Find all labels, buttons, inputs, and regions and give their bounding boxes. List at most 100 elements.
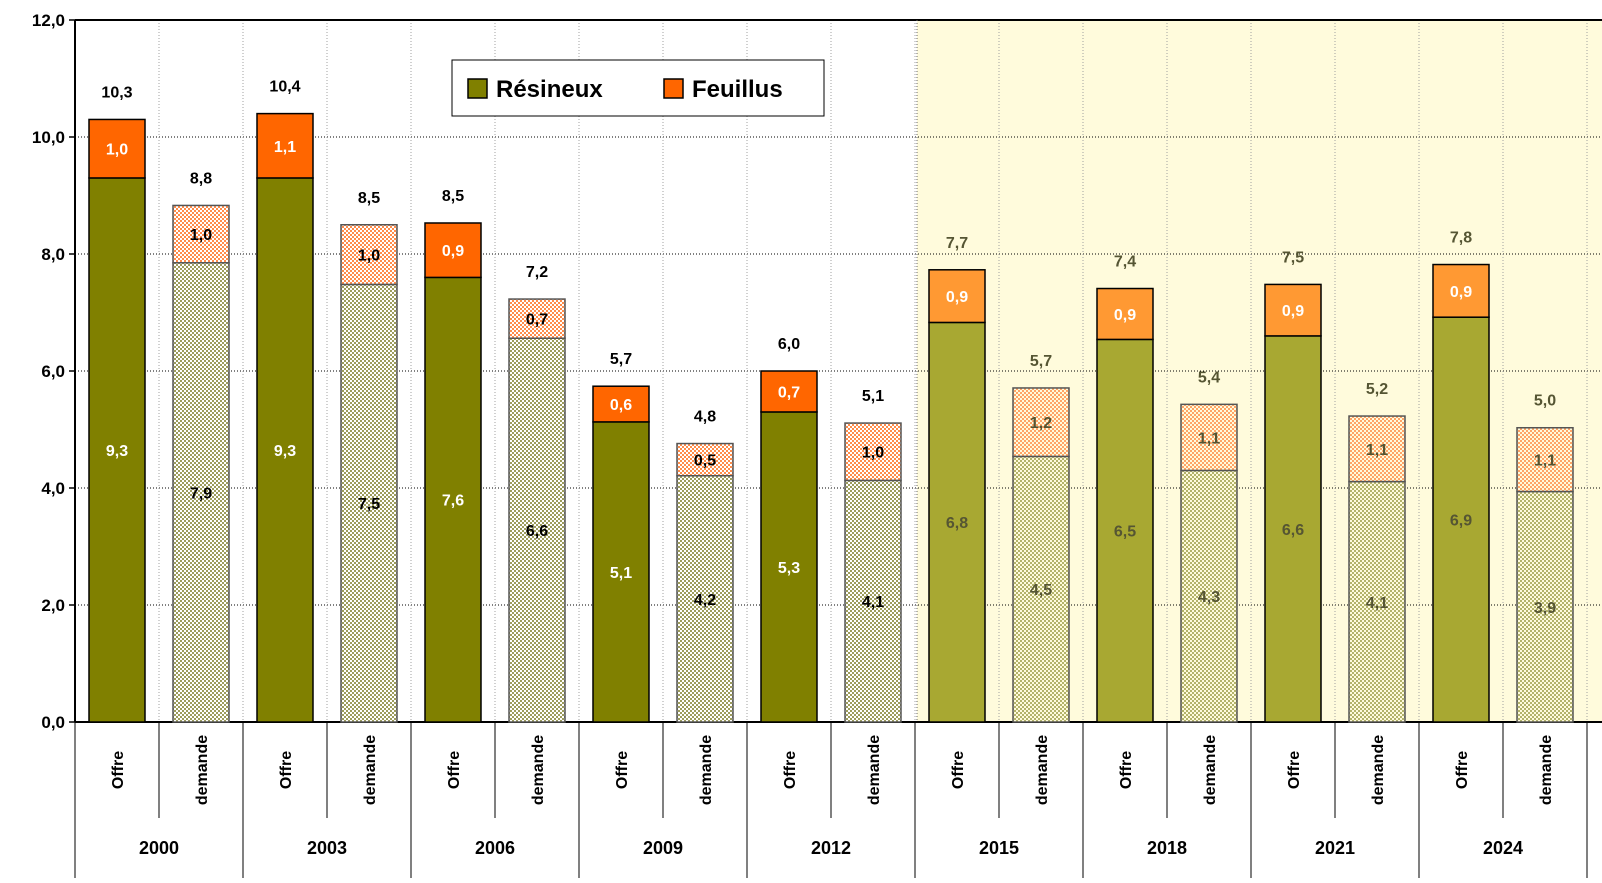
data-label-resineux: 7,6 (442, 493, 464, 510)
y-tick-label: 8,0 (41, 245, 65, 264)
bar-resineux-2003-demande (340, 283, 398, 723)
x-group-label-2000: 2000 (139, 838, 179, 858)
bar-resineux-2015-Offre (928, 321, 986, 723)
data-label-feuillus: 1,2 (1030, 415, 1052, 432)
x-group-label-2012: 2012 (811, 838, 851, 858)
bar-feuillus-2009-demande (676, 442, 734, 477)
bar-feuillus-2015-demande (1012, 387, 1070, 458)
x-group-label-2024: 2024 (1483, 838, 1523, 858)
data-label-feuillus: 0,5 (694, 453, 716, 470)
data-label-total: 5,4 (1198, 369, 1220, 386)
bar-resineux-2024-Offre (1432, 316, 1490, 723)
data-label-feuillus: 1,1 (1198, 430, 1220, 447)
data-label-feuillus: 0,9 (442, 243, 464, 260)
x-subcategory-label: Offre (1286, 751, 1303, 789)
data-label-feuillus: 1,1 (274, 139, 296, 156)
data-label-resineux: 5,3 (778, 560, 800, 577)
data-label-total: 8,5 (358, 190, 380, 207)
x-subcategory-label: Offre (1118, 751, 1135, 789)
data-label-feuillus: 0,9 (1450, 284, 1472, 301)
bar-feuillus-2021-Offre (1264, 283, 1322, 337)
x-subcategory-label: Offre (950, 751, 967, 789)
bar-feuillus-2006-Offre (424, 222, 482, 279)
data-label-resineux: 7,9 (190, 485, 212, 502)
x-subcategory-label: demande (866, 735, 883, 805)
data-label-total: 4,8 (694, 409, 716, 426)
data-label-feuillus: 0,9 (1282, 303, 1304, 320)
legend-swatch-resineux (467, 78, 488, 99)
data-label-resineux: 4,5 (1030, 582, 1052, 599)
y-tick-label: 4,0 (41, 479, 65, 498)
bar-feuillus-2015-Offre (928, 269, 986, 324)
bar-feuillus-2003-Offre (256, 112, 314, 179)
x-subcategory-label: Offre (446, 751, 463, 789)
data-label-total: 5,7 (610, 351, 632, 368)
x-subcategory-label: Offre (110, 751, 127, 789)
y-tick-label: 10,0 (32, 128, 65, 147)
x-subcategory-label: demande (1538, 735, 1555, 805)
bar-resineux-2006-demande (508, 337, 566, 723)
data-label-total: 7,2 (526, 264, 548, 281)
data-label-total: 7,8 (1450, 230, 1472, 247)
x-subcategory-label: demande (1370, 735, 1387, 805)
y-tick-label: 12,0 (32, 11, 65, 30)
x-subcategory-label: demande (530, 735, 547, 805)
data-label-total: 5,2 (1366, 381, 1388, 398)
bar-feuillus-2009-Offre (592, 385, 650, 423)
data-label-resineux: 6,8 (946, 515, 968, 532)
legend-label-resineux: Résineux (496, 76, 603, 103)
data-label-total: 6,0 (778, 336, 800, 353)
data-label-total: 5,0 (1534, 393, 1556, 410)
x-subcategory-label: demande (1202, 735, 1219, 805)
legend-swatch-feuillus (663, 78, 684, 99)
bar-feuillus-2024-demande (1516, 426, 1574, 493)
bar-resineux-2018-demande (1180, 469, 1238, 723)
data-label-total: 5,1 (862, 388, 884, 405)
data-label-resineux: 6,6 (1282, 522, 1304, 539)
x-subcategory-label: Offre (782, 751, 799, 789)
bar-resineux-2012-demande (844, 479, 902, 723)
bar-resineux-2021-demande (1348, 480, 1406, 723)
bar-resineux-2015-demande (1012, 455, 1070, 723)
data-label-feuillus: 0,9 (1114, 307, 1136, 324)
x-group-label-2018: 2018 (1147, 838, 1187, 858)
data-label-resineux: 3,9 (1534, 600, 1556, 617)
data-label-total: 10,4 (269, 79, 300, 96)
y-tick-label: 6,0 (41, 362, 65, 381)
data-label-total: 5,7 (1030, 353, 1052, 370)
data-label-total: 7,4 (1114, 254, 1136, 271)
x-group-label-2003: 2003 (307, 838, 347, 858)
bar-feuillus-2012-demande (844, 422, 902, 482)
data-label-feuillus: 0,9 (946, 289, 968, 306)
bar-resineux-2003-Offre (256, 177, 314, 723)
x-subcategory-label: Offre (1454, 751, 1471, 789)
data-label-resineux: 7,5 (358, 496, 380, 513)
x-subcategory-label: demande (194, 735, 211, 805)
x-subcategory-label: Offre (278, 751, 295, 789)
bar-resineux-2021-Offre (1264, 335, 1322, 723)
bar-feuillus-2000-Offre (88, 118, 146, 179)
data-label-resineux: 4,1 (1366, 595, 1388, 612)
bar-feuillus-2018-demande (1180, 403, 1238, 472)
bar-feuillus-2006-demande (508, 298, 566, 339)
bar-resineux-2012-Offre (760, 411, 818, 723)
data-label-resineux: 9,3 (106, 443, 128, 460)
data-label-resineux: 5,1 (610, 565, 632, 582)
data-label-feuillus: 1,0 (358, 248, 380, 265)
x-subcategory-label: demande (362, 735, 379, 805)
data-label-feuillus: 1,1 (1534, 453, 1556, 470)
data-label-resineux: 6,5 (1114, 524, 1136, 541)
y-tick-label: 0,0 (41, 713, 65, 732)
data-label-resineux: 4,1 (862, 594, 884, 611)
data-label-feuillus: 1,1 (1366, 442, 1388, 459)
bar-resineux-2000-demande (172, 262, 230, 723)
bar-feuillus-2000-demande (172, 204, 230, 264)
data-label-feuillus: 0,6 (610, 397, 632, 414)
bar-resineux-2024-demande (1516, 490, 1574, 723)
data-label-total: 8,8 (190, 170, 212, 187)
data-label-total: 7,5 (1282, 249, 1304, 266)
data-label-feuillus: 0,7 (526, 312, 548, 329)
data-label-resineux: 9,3 (274, 443, 296, 460)
x-group-label-2021: 2021 (1315, 838, 1355, 858)
